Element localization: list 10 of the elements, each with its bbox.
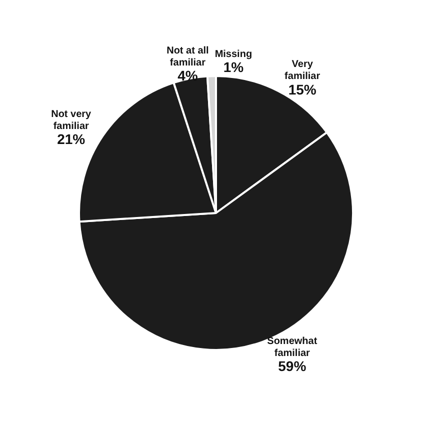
slice-label: Not at all familiar [166, 45, 210, 68]
slice-label: Somewhat familiar [267, 336, 318, 359]
slice-label: Not very familiar [51, 108, 92, 132]
data-label: 59% [278, 358, 307, 374]
data-label: 4% [178, 68, 198, 84]
data-label: 21% [57, 130, 86, 147]
slice-label: Very familiar [284, 59, 320, 82]
data-label: 1% [223, 58, 244, 75]
data-label: 15% [288, 81, 317, 98]
slice-label: Missing [214, 48, 252, 60]
